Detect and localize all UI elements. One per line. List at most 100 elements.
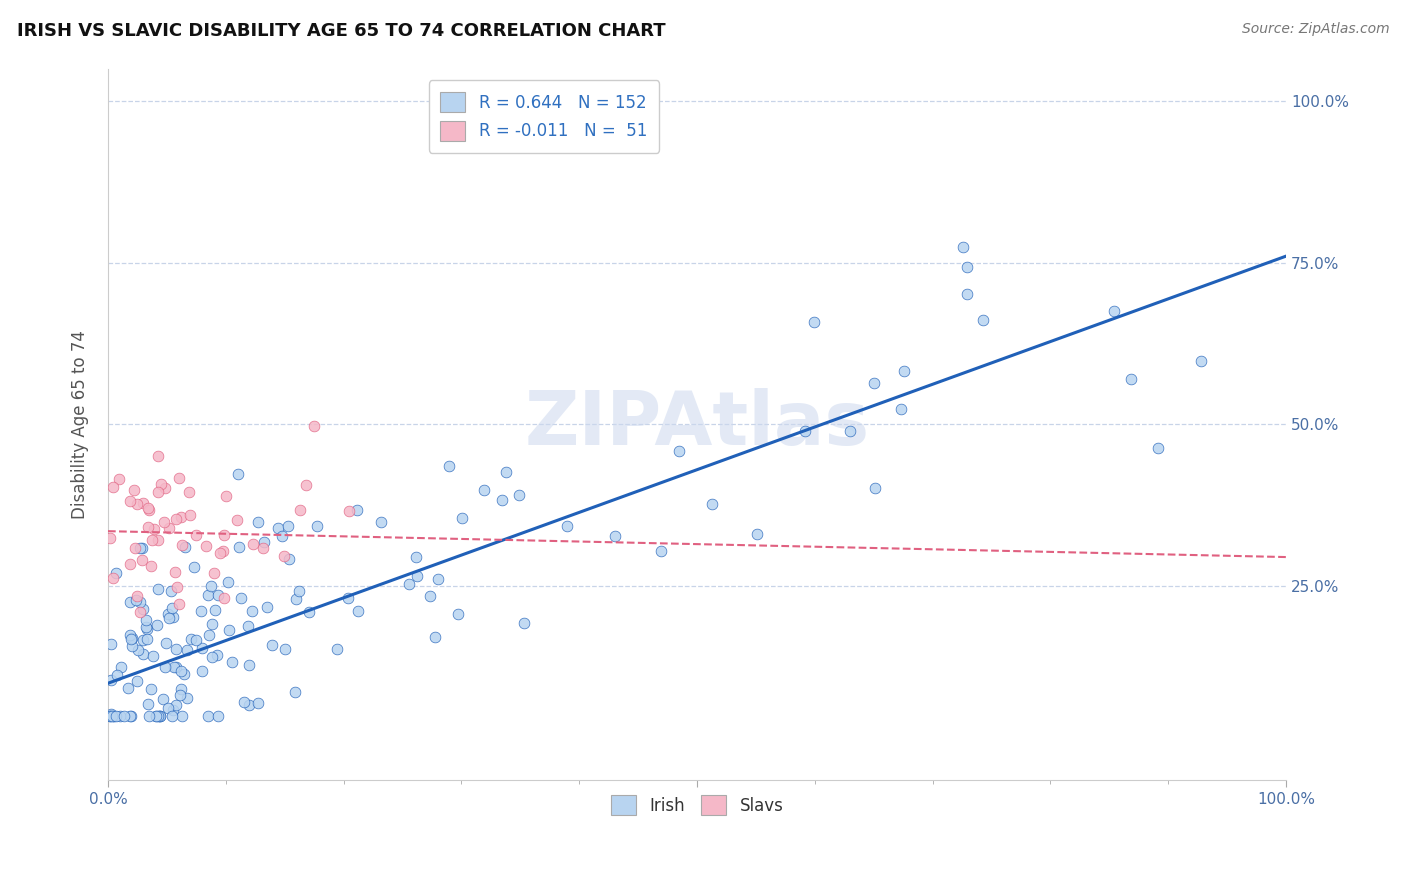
Point (128, 595, 150, 609)
Point (136, 697, 159, 711)
Point (127, 643, 149, 657)
Point (226, 467, 249, 481)
Point (120, 708, 142, 723)
Point (176, 690, 198, 705)
Text: ZIPAtlas: ZIPAtlas (524, 388, 869, 461)
Point (132, 647, 155, 661)
Point (225, 513, 247, 527)
Point (190, 664, 212, 678)
Point (952, 240, 974, 254)
Point (142, 649, 165, 664)
Point (405, 550, 427, 565)
Point (100, 531, 122, 545)
Point (246, 515, 269, 529)
Point (167, 471, 190, 485)
Point (215, 489, 238, 503)
Point (153, 660, 176, 674)
Point (419, 590, 441, 604)
Point (747, 526, 769, 541)
Point (956, 260, 979, 275)
Point (893, 364, 915, 378)
Point (118, 595, 141, 609)
Text: IRISH VS SLAVIC DISABILITY AGE 65 TO 74 CORRELATION CHART: IRISH VS SLAVIC DISABILITY AGE 65 TO 74 … (17, 22, 665, 40)
Point (447, 607, 470, 621)
Point (170, 665, 193, 679)
Point (121, 639, 143, 653)
Point (160, 584, 183, 599)
Point (184, 527, 207, 541)
Point (217, 574, 239, 589)
Point (202, 566, 225, 580)
Point (890, 402, 912, 417)
Point (198, 627, 221, 641)
Point (146, 485, 169, 500)
Point (166, 581, 188, 595)
Point (142, 522, 165, 536)
Point (190, 640, 212, 655)
Point (107, 472, 129, 486)
Point (172, 708, 194, 723)
Point (141, 533, 163, 548)
Point (105, 708, 128, 723)
Point (212, 543, 235, 558)
Point (197, 588, 219, 602)
Point (174, 540, 197, 554)
Point (167, 597, 190, 611)
Point (148, 708, 170, 723)
Point (863, 376, 886, 390)
Point (136, 632, 159, 646)
Point (212, 591, 235, 605)
Point (294, 478, 316, 492)
Point (1147, 441, 1170, 455)
Point (252, 535, 274, 549)
Point (177, 484, 200, 499)
Point (162, 609, 184, 624)
Point (221, 655, 243, 669)
Point (197, 708, 219, 723)
Point (120, 632, 142, 646)
Point (160, 601, 183, 615)
Point (100, 706, 122, 721)
Point (132, 632, 155, 647)
Point (246, 696, 269, 710)
Point (513, 615, 536, 630)
Point (256, 599, 278, 614)
Point (972, 313, 994, 327)
Point (128, 605, 150, 619)
Point (252, 541, 274, 556)
Point (136, 520, 159, 534)
Point (238, 658, 260, 673)
Point (242, 537, 264, 551)
Point (278, 552, 301, 566)
Point (190, 604, 212, 618)
Point (148, 582, 170, 596)
Point (103, 708, 125, 723)
Point (803, 316, 825, 330)
Point (337, 504, 360, 518)
Point (157, 611, 180, 625)
Point (120, 708, 142, 723)
Point (207, 708, 229, 723)
Point (100, 673, 122, 687)
Point (100, 637, 122, 651)
Point (155, 635, 177, 649)
Point (277, 518, 299, 533)
Point (110, 660, 132, 674)
Point (100, 708, 122, 723)
Point (839, 424, 862, 438)
Point (136, 501, 159, 516)
Point (201, 616, 224, 631)
Point (1119, 372, 1142, 386)
Point (125, 498, 148, 512)
Point (170, 510, 193, 524)
Point (160, 708, 183, 723)
Point (208, 546, 231, 560)
Point (148, 533, 170, 548)
Point (218, 623, 240, 637)
Point (156, 700, 179, 714)
Point (238, 698, 260, 713)
Point (165, 642, 187, 657)
Point (231, 591, 253, 606)
Y-axis label: Disability Age 65 to 74: Disability Age 65 to 74 (72, 330, 89, 519)
Point (288, 503, 311, 517)
